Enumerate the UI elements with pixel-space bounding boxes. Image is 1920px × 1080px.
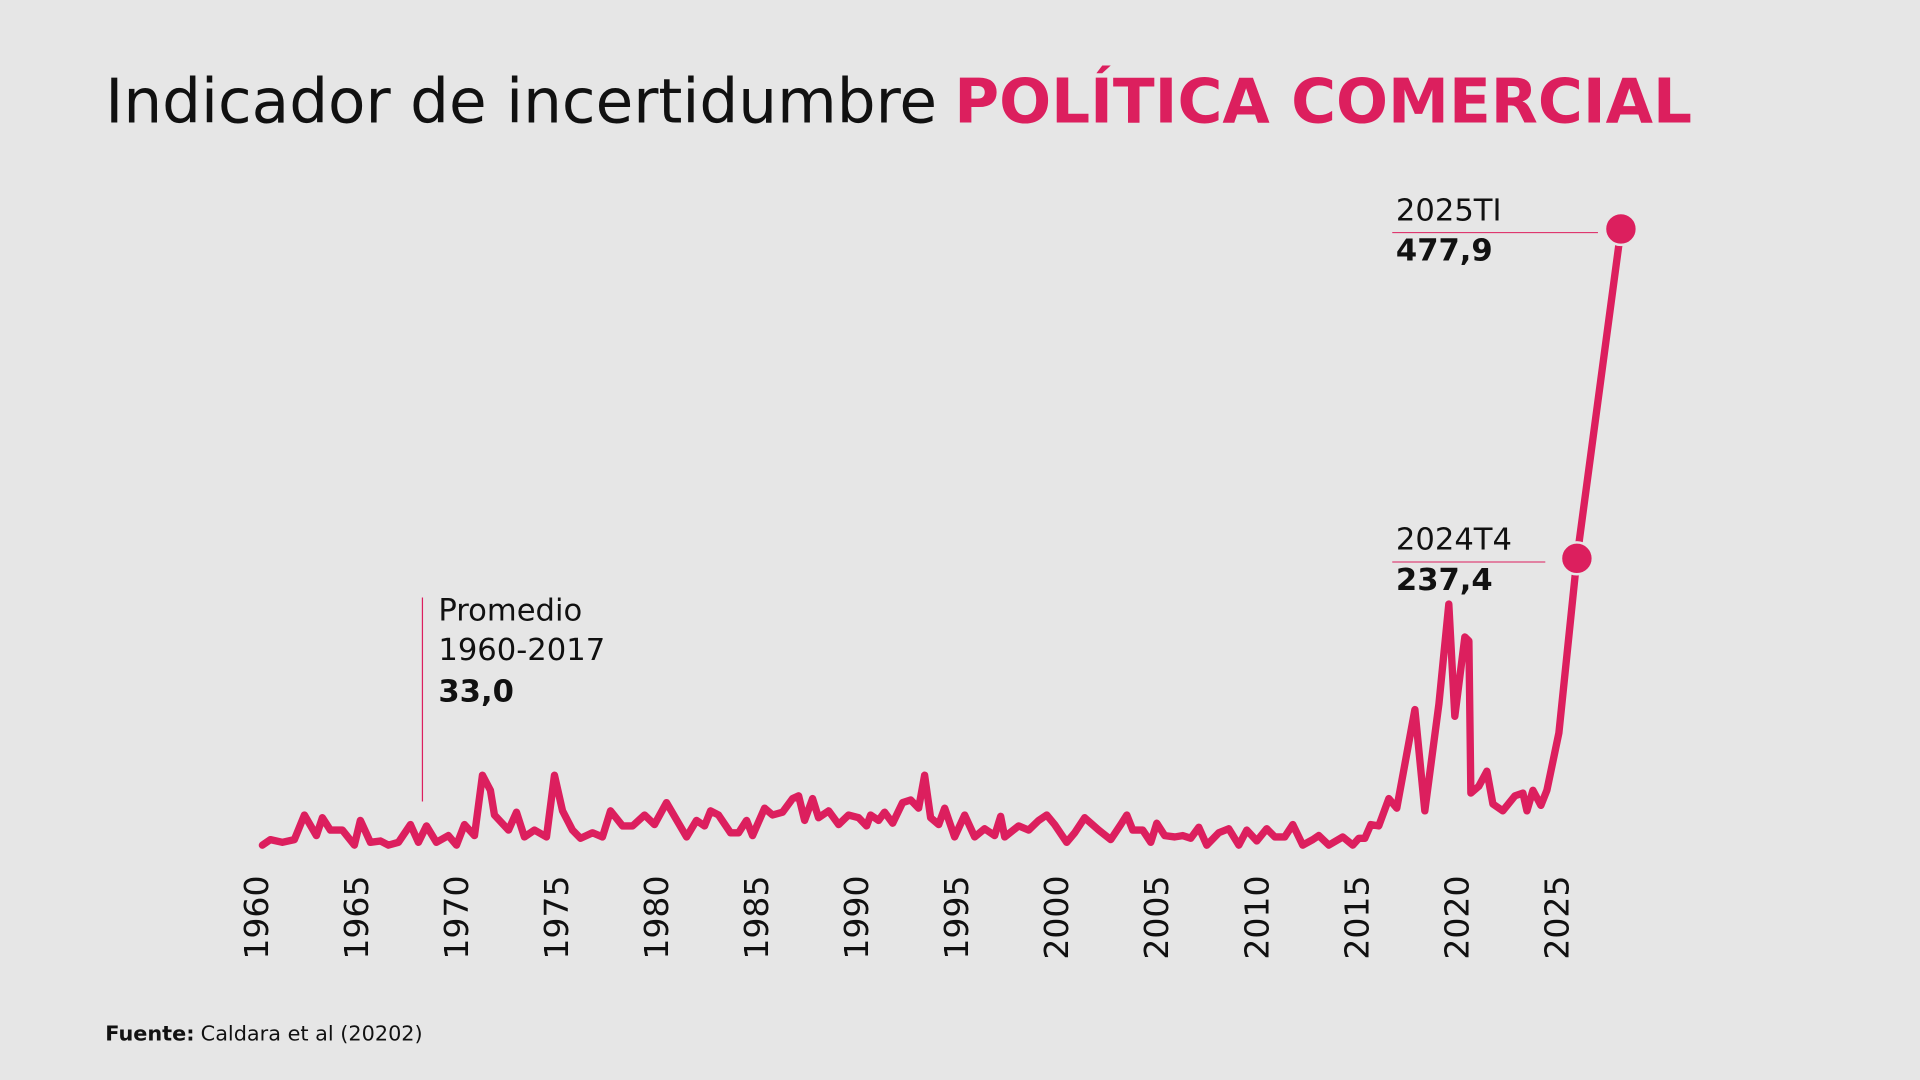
annotation-label: 2025TI — [1396, 193, 1502, 228]
x-tick-label: 1980 — [637, 876, 676, 960]
chart-title: Indicador de incertidumbre POLÍTICA COMER… — [105, 65, 1692, 137]
x-tick-label: 2000 — [1037, 876, 1076, 960]
average-label: Promedio — [438, 594, 582, 629]
x-tick-label: 1995 — [937, 876, 976, 960]
x-tick-label: 2015 — [1337, 876, 1376, 960]
annotation-point — [1603, 211, 1639, 247]
average-value: 33,0 — [438, 675, 514, 710]
title-highlight: POLÍTICA COMERCIAL — [954, 65, 1692, 137]
x-tick-label: 2010 — [1237, 876, 1276, 960]
x-tick-label: 1985 — [737, 876, 776, 960]
source-text: Caldara et al (20202) — [201, 1022, 423, 1046]
annotation-value: 477,9 — [1396, 234, 1493, 269]
x-tick-label: 1990 — [837, 876, 876, 960]
title-main: Indicador de incertidumbre — [105, 66, 937, 137]
x-tick-label: 2020 — [1437, 876, 1476, 960]
annotation-value: 237,4 — [1396, 563, 1493, 598]
x-tick-label: 1975 — [537, 876, 576, 960]
data-line — [258, 225, 1625, 849]
x-tick-label: 2025 — [1537, 876, 1576, 960]
x-tick-label: 2005 — [1137, 876, 1176, 960]
source: Fuente: Caldara et al (20202) — [105, 1022, 422, 1046]
annotation-label: 2024T4 — [1396, 523, 1512, 558]
average-label: 1960-2017 — [438, 633, 605, 668]
annotation-point — [1559, 541, 1595, 576]
x-tick-label: 1965 — [337, 876, 376, 960]
source-label: Fuente: — [105, 1022, 194, 1046]
x-tick-label: 1960 — [237, 876, 276, 960]
x-tick-label: 1970 — [437, 876, 476, 960]
